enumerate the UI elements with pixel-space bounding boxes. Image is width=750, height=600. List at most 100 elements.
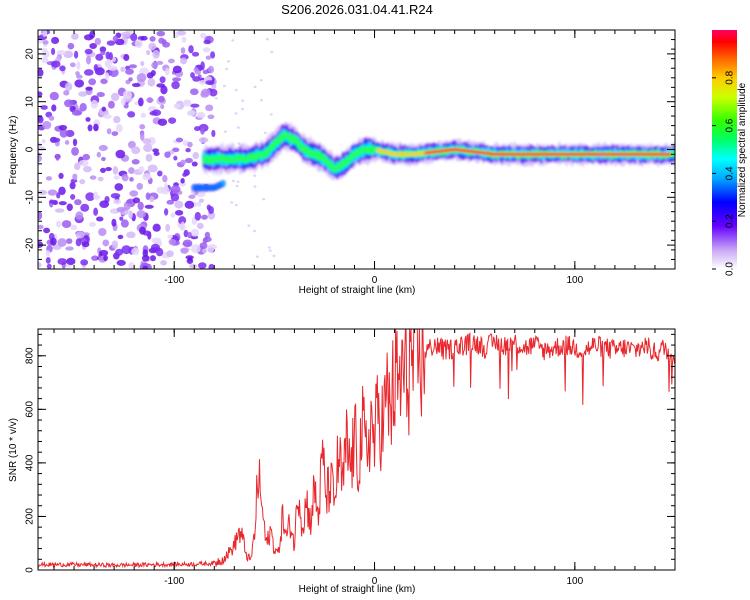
noise-blob: [159, 76, 166, 84]
noise-blob: [87, 124, 93, 132]
noise-blob: [174, 200, 184, 209]
noise-blob: [139, 226, 146, 235]
colorbar-tick-label: 0.2: [725, 214, 736, 228]
noise-blob: [182, 239, 193, 248]
noise-blob: [88, 221, 96, 227]
noise-blob: [136, 73, 147, 83]
noise-speck: [234, 88, 238, 92]
noise-blob: [38, 115, 44, 124]
noise-blob: [160, 104, 165, 110]
noise-blob: [140, 132, 145, 141]
noise-blob: [147, 78, 156, 87]
noise-blob: [170, 185, 181, 194]
noise-blob: [96, 92, 105, 98]
noise-blob: [104, 59, 112, 68]
noise-blob: [90, 99, 98, 109]
noise-blob: [38, 154, 42, 163]
noise-blob: [119, 216, 124, 221]
noise-blob: [188, 194, 196, 199]
noise-blob: [103, 113, 112, 119]
noise-blob: [149, 111, 158, 116]
noise-blob: [145, 192, 151, 200]
noise-blob: [101, 106, 107, 112]
spectrogram-ylabel: Frequency (Hz): [8, 116, 19, 185]
noise-blob: [98, 227, 107, 237]
noise-blob: [120, 31, 131, 37]
noise-blob: [112, 199, 122, 205]
colorbar-gradient: [712, 30, 737, 269]
noise-blob: [67, 42, 75, 50]
noise-blob: [128, 77, 133, 82]
noise-blob: [144, 204, 154, 209]
noise-speck: [234, 203, 238, 207]
snr-y-tick-label: 0: [25, 567, 36, 573]
noise-blob: [70, 224, 78, 231]
noise-blob: [194, 211, 201, 221]
noise-blob: [95, 53, 104, 61]
noise-blob: [136, 182, 144, 190]
colorbar-tick-label: 0.4: [725, 166, 736, 180]
noise-blob: [79, 178, 86, 185]
figure-title: S206.2026.031.04.41.R24: [281, 2, 433, 17]
noise-blob: [166, 250, 174, 258]
noise-blob: [180, 159, 186, 165]
noise-blob: [198, 262, 207, 269]
noise-blob: [184, 200, 195, 209]
noise-blob: [183, 229, 189, 238]
noise-blob: [142, 173, 152, 181]
noise-blob: [83, 69, 94, 76]
noise-blob: [102, 239, 110, 247]
noise-blob: [191, 51, 200, 57]
noise-blob: [130, 33, 138, 42]
noise-blob: [57, 258, 68, 265]
noise-speck: [253, 229, 257, 233]
noise-blob: [205, 55, 212, 60]
noise-blob: [99, 200, 110, 208]
noise-blob: [158, 95, 165, 103]
noise-blob: [190, 72, 195, 79]
noise-blob: [180, 221, 185, 230]
noise-speck: [226, 60, 230, 63]
noise-speck: [255, 255, 259, 258]
signal-core: [666, 152, 672, 157]
noise-blob: [194, 69, 201, 75]
noise-blob: [64, 99, 74, 108]
noise-blob: [175, 137, 184, 143]
noise-blob: [41, 47, 47, 53]
noise-blob: [96, 151, 101, 158]
colorbar-ticks: 0.0 0.2 0.4 0.6 0.8: [712, 70, 736, 276]
noise-blob: [115, 124, 123, 133]
noise-blob: [190, 228, 200, 237]
noise-blob: [203, 39, 211, 45]
noise-blob: [89, 175, 97, 180]
snr-y-tick-label: 800: [25, 347, 36, 364]
noise-speck: [251, 263, 255, 267]
noise-speck: [262, 198, 266, 201]
noise-blob: [178, 216, 187, 225]
noise-blob: [188, 45, 194, 54]
noise-blob: [123, 53, 130, 61]
noise-blob: [129, 177, 134, 182]
noise-blob: [65, 129, 75, 138]
noise-blob: [38, 224, 44, 230]
noise-speck: [247, 224, 251, 227]
noise-blob: [190, 244, 201, 254]
noise-blob: [78, 159, 89, 167]
noise-blob: [72, 173, 78, 181]
noise-blob: [105, 51, 111, 60]
noise-blob: [71, 33, 79, 40]
noise-blob: [96, 216, 104, 222]
noise-blob: [40, 105, 48, 110]
noise-blob: [45, 250, 51, 257]
noise-speck: [265, 38, 269, 41]
noise-blob: [121, 173, 129, 182]
colorbar-tick-label: 0.0: [725, 262, 736, 276]
noise-blob: [76, 61, 81, 70]
noise-blob: [187, 110, 196, 116]
noise-blob: [202, 69, 209, 75]
noise-blob: [162, 174, 168, 183]
noise-blob: [83, 165, 92, 173]
noise-blob: [93, 191, 98, 199]
noise-blob: [179, 57, 188, 65]
